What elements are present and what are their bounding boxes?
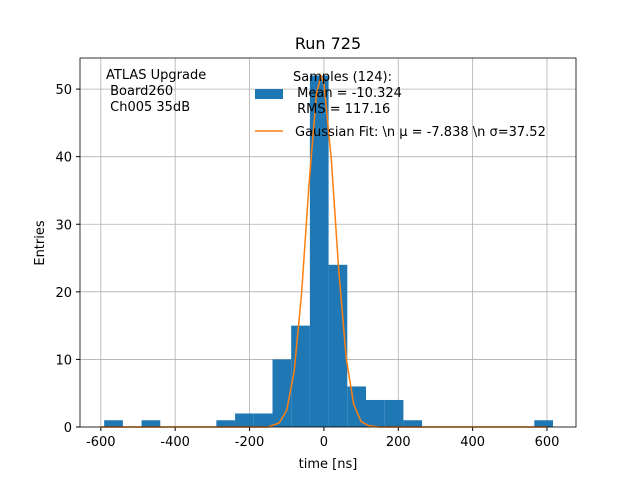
bar [141, 420, 161, 427]
annotation-line: Board260 [106, 84, 173, 99]
chart-title: Run 725 [295, 34, 361, 53]
x-tick-label: 600 [535, 435, 560, 450]
x-tick-label: -600 [86, 435, 116, 450]
x-tick-label: 200 [386, 435, 411, 450]
x-axis-label: time [ns] [299, 457, 358, 472]
bar [365, 399, 385, 427]
annotation: ATLAS Upgrade Board260 Ch005 35dB [106, 68, 206, 115]
y-tick-label: 40 [55, 151, 72, 166]
y-axis-label: Entries [33, 220, 48, 266]
annotation-line: ATLAS Upgrade [106, 68, 206, 83]
x-tick-label: 400 [460, 435, 485, 450]
y-tick-label: 10 [55, 353, 72, 368]
bar [534, 420, 554, 427]
x-tick-label: -200 [235, 435, 265, 450]
bar [347, 386, 366, 427]
bar [235, 413, 254, 427]
bar [328, 264, 348, 427]
y-tick-label: 20 [55, 286, 72, 301]
bar [216, 420, 236, 427]
legend-swatch [255, 89, 283, 99]
annotation-line: Ch005 35dB [106, 100, 190, 115]
y-tick-label: 0 [64, 421, 72, 436]
bar [384, 399, 404, 427]
bar [272, 359, 292, 427]
bar [104, 420, 123, 427]
bar [309, 75, 329, 428]
fit-line [100, 73, 547, 428]
x-tick-label: 0 [320, 435, 328, 450]
x-tick-label: -400 [160, 435, 190, 450]
legend-label: Samples (124): Mean = -10.324 RMS = 117.… [293, 70, 402, 117]
bar [253, 413, 273, 427]
bar [403, 420, 423, 427]
plot-frame [79, 57, 577, 428]
y-tick-label: 50 [55, 83, 72, 98]
y-tick-label: 30 [55, 218, 72, 233]
legend-label: Gaussian Fit: \n μ = -7.838 \n σ=37.52 [295, 125, 546, 140]
